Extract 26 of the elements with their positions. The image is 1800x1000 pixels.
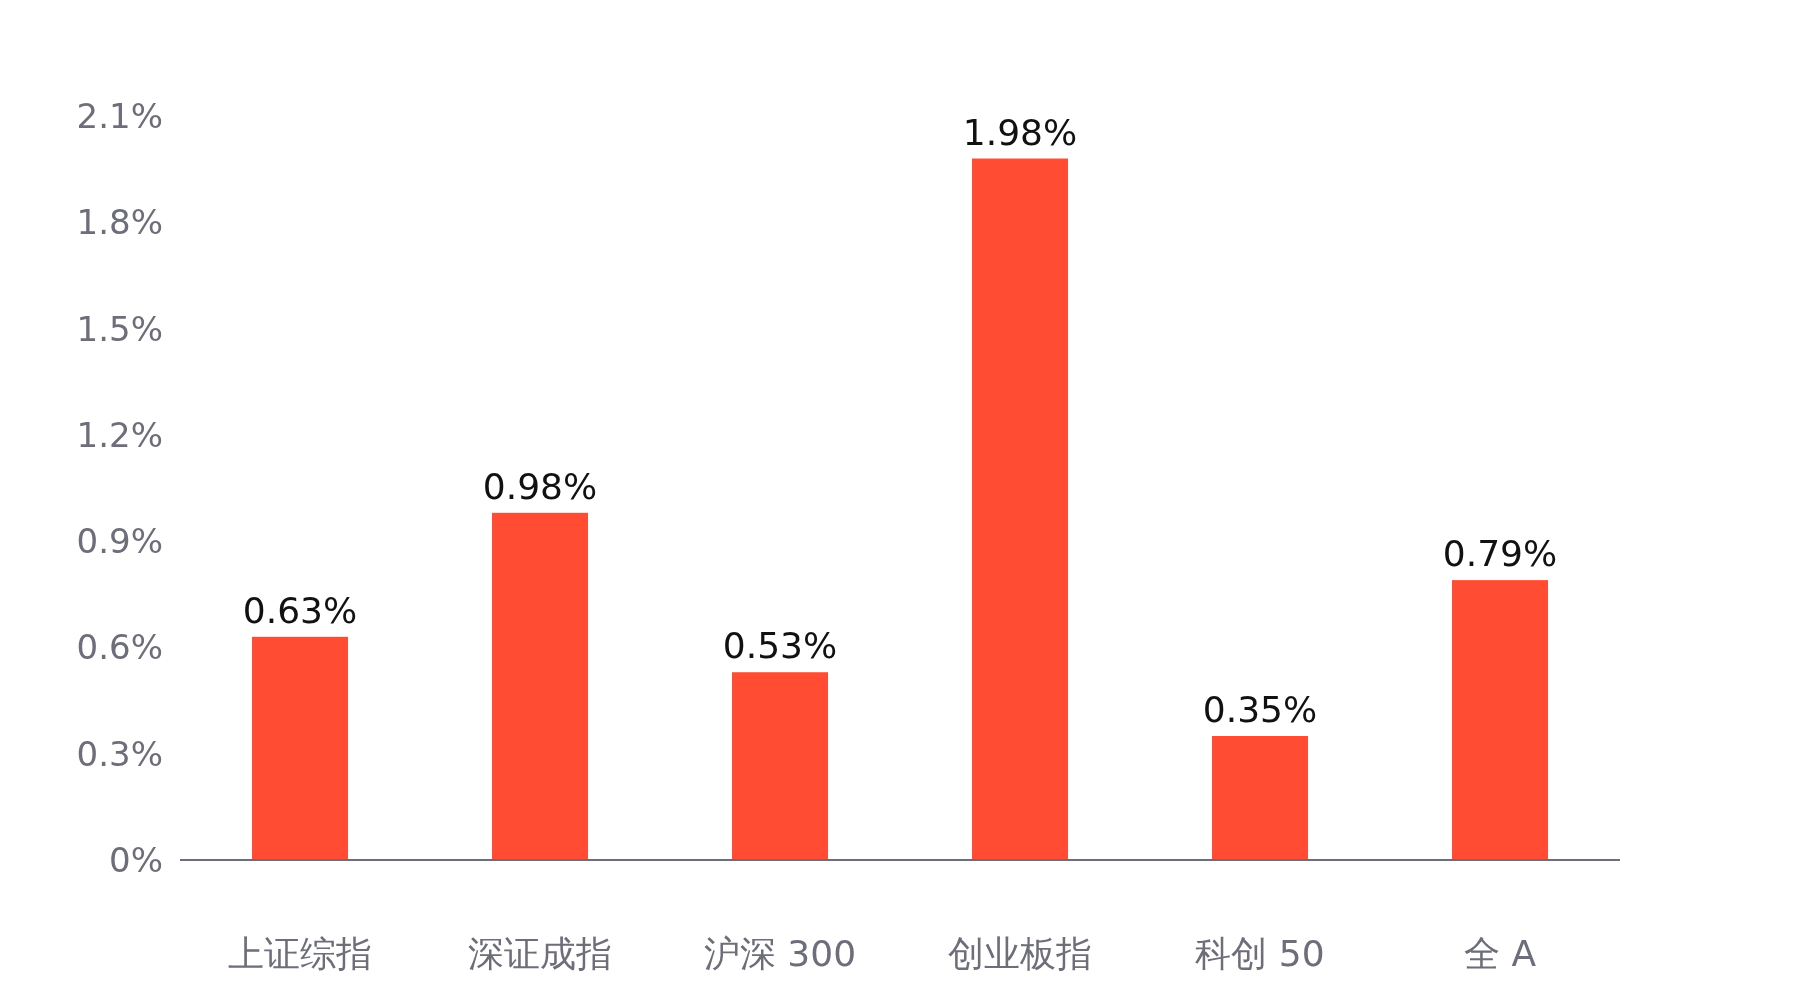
x-tick-label: 深证成指 (468, 932, 612, 974)
data-label: 0.79% (1442, 533, 1558, 575)
bar (1212, 736, 1308, 860)
y-tick-label: 1.2% (76, 414, 163, 455)
x-tick-label: 沪深 300 (703, 932, 857, 974)
data-label: 0.53% (722, 625, 838, 667)
y-tick-label: 1.8% (76, 202, 163, 243)
x-tick-label: 科创 50 (1195, 932, 1325, 974)
bar (972, 158, 1068, 860)
bar (252, 636, 348, 860)
data-label: 1.98% (962, 111, 1078, 153)
bar (732, 672, 828, 860)
y-tick-label: 1.5% (76, 308, 163, 349)
bar (492, 512, 588, 860)
data-label: 0.35% (1202, 689, 1318, 730)
y-tick-label: 0% (109, 840, 163, 880)
y-tick-label: 0.9% (76, 521, 163, 562)
bar (1452, 580, 1548, 860)
x-tick-label: 上证综指 (228, 932, 372, 974)
data-label: 0.98% (482, 465, 598, 507)
y-tick-label: 0.3% (76, 733, 163, 774)
x-tick-label: 创业板指 (948, 932, 1092, 974)
data-label: 0.63% (242, 589, 358, 631)
x-tick-label: 全 A (1463, 932, 1537, 974)
y-tick-label: 2.1% (76, 96, 163, 136)
y-tick-label: 0.6% (76, 627, 163, 668)
